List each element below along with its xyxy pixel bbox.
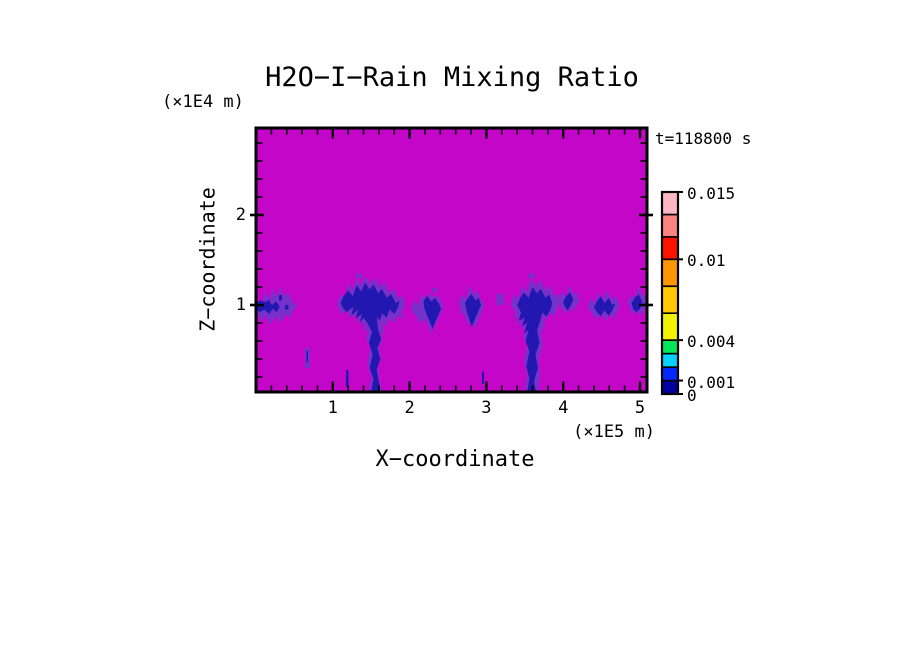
x-axis-title: X−coordinate <box>375 447 535 472</box>
plot-background <box>256 128 647 392</box>
colorbar-segment <box>661 213 679 238</box>
y-tick-label: 2 <box>235 205 246 225</box>
colorbar-tick-label: 0.015 <box>687 184 736 203</box>
time-annotation: t=118800 s <box>655 129 752 148</box>
rain-cell-6-core <box>563 292 574 311</box>
rain-speck <box>355 273 362 278</box>
colorbar-segment <box>661 191 679 216</box>
rain-speck <box>279 295 283 301</box>
colorbar-segment <box>661 312 679 341</box>
rain-cell-3-core <box>423 296 442 330</box>
plot-frame <box>254 126 649 394</box>
axis-ticks <box>250 129 653 391</box>
rain-speck <box>306 350 308 363</box>
rain-cell-7-core <box>593 296 616 316</box>
colorbar <box>660 190 683 396</box>
rain-speck <box>496 294 504 305</box>
chart-title: H2O−I−Rain Mixing Ratio <box>265 62 639 93</box>
y-axis-unit-label: (×1E4 m) <box>162 92 244 112</box>
x-tick-label: 3 <box>481 398 492 418</box>
rain-cell-2-core <box>340 282 400 391</box>
rain-cell-4-core <box>464 294 481 327</box>
x-tick-label: 2 <box>404 398 415 418</box>
rain-speck <box>257 301 266 306</box>
rain-speck <box>345 369 349 387</box>
colorbar-tick-label: 0.004 <box>687 332 736 352</box>
x-axis-unit-label: (×1E5 m) <box>573 422 655 442</box>
colorbar-tick-label: 0.01 <box>687 251 726 271</box>
rain-field <box>257 273 646 391</box>
colorbar-segment <box>661 366 679 382</box>
colorbar-segment <box>661 352 679 368</box>
colorbar-segment <box>661 258 679 287</box>
colorbar-tick-label: 0 <box>687 386 697 405</box>
colorbar-segment <box>661 236 679 261</box>
x-tick-label: 1 <box>327 398 338 418</box>
x-tick-label: 5 <box>634 398 646 418</box>
colorbar-frame <box>660 190 680 396</box>
rain-speck <box>285 305 289 310</box>
rain-cell-5-core <box>517 287 553 391</box>
rain-speck <box>482 371 485 385</box>
x-tick-label: 4 <box>558 398 569 418</box>
colorbar-segment <box>661 285 679 314</box>
y-axis-title: Z−coordinate <box>195 187 220 332</box>
rain-cell-8-core <box>631 294 643 313</box>
rain-speck <box>432 287 438 293</box>
colorbar-tick-label: 0.001 <box>687 372 736 392</box>
y-tick-label: 1 <box>235 295 246 315</box>
colorbar-segment <box>661 339 679 355</box>
rain-speck <box>528 273 535 278</box>
colorbar-segment <box>661 379 679 395</box>
